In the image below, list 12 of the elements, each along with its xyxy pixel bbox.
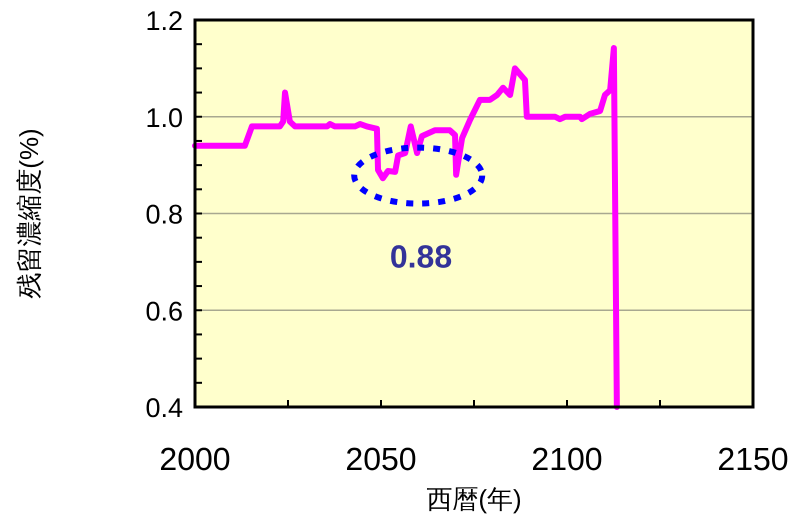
y-tick-label: 0.8 (145, 200, 183, 230)
y-tick-label: 0.4 (145, 393, 183, 423)
x-axis-title: 西暦(年) (426, 484, 522, 514)
x-tick-label: 2000 (159, 441, 231, 477)
x-tick-label: 2050 (345, 441, 417, 477)
y-axis-title: 残留濃縮度(%) (14, 128, 44, 299)
y-tick-label: 1.2 (145, 6, 183, 36)
x-tick-label: 2150 (717, 441, 789, 477)
y-tick-label: 0.6 (145, 296, 183, 326)
y-tick-label: 1.0 (145, 102, 183, 133)
x-tick-label: 2100 (531, 441, 603, 477)
annotation: 0.88 (390, 238, 452, 275)
